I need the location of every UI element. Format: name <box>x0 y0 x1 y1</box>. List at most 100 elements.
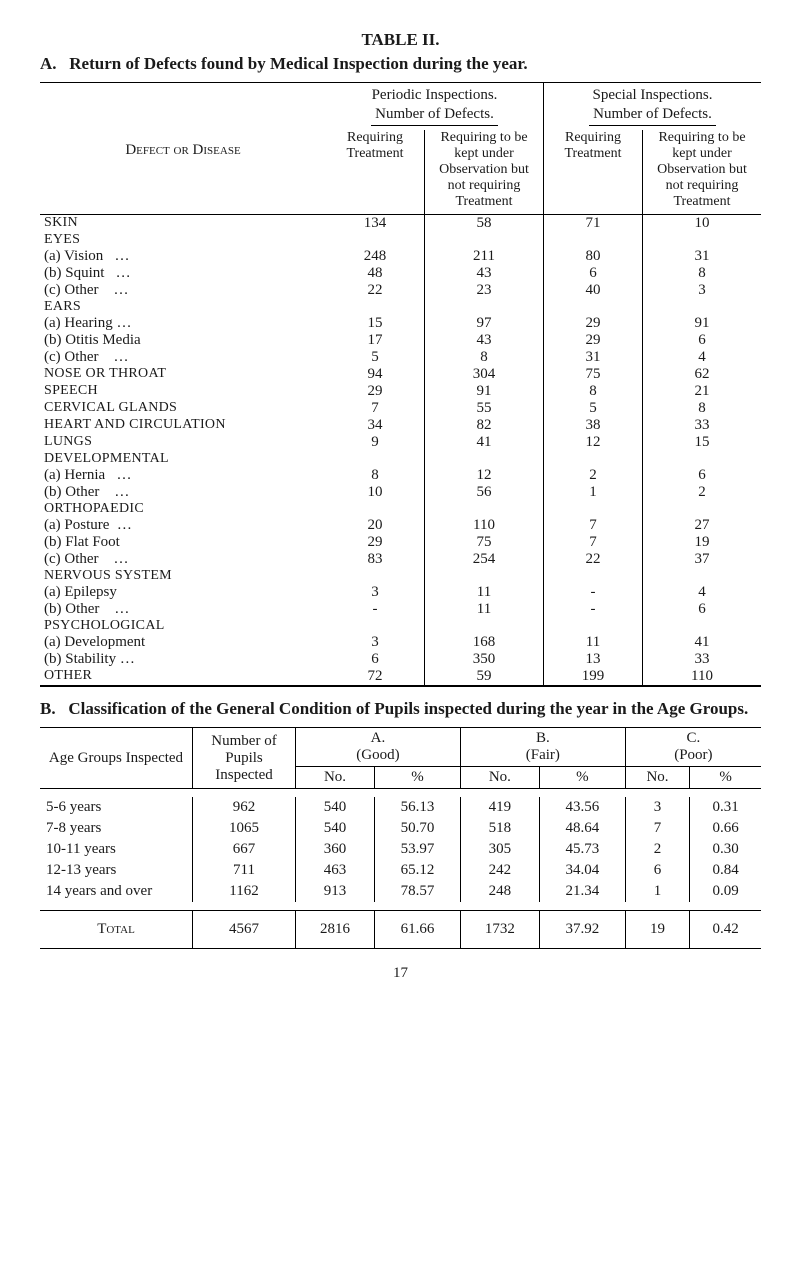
numdef-1: Number of Defects. <box>371 106 498 126</box>
table-cell: 360 <box>296 839 375 860</box>
table-cell: 248 <box>460 881 539 902</box>
table-row-label: (b) Flat Foot <box>40 534 326 551</box>
table-cell: 2 <box>544 467 643 484</box>
table-cell: 58 <box>425 215 544 233</box>
table-cell: 0.42 <box>690 911 761 948</box>
table-cell: 83 <box>326 551 425 568</box>
table-cell: 0.30 <box>690 839 761 860</box>
table-cell: 248 <box>326 248 425 265</box>
table-cell: 27 <box>643 517 762 534</box>
table-cell: 6 <box>643 467 762 484</box>
table-row-label: (a) Development <box>40 634 326 651</box>
table-cell: 80 <box>544 248 643 265</box>
table-cell: 15 <box>326 315 425 332</box>
table-cell: 7 <box>544 534 643 551</box>
table-cell <box>425 299 544 315</box>
table-cell: 62 <box>643 366 762 383</box>
page-number: 17 <box>40 965 761 982</box>
table-row-label: Nervous system <box>40 568 326 584</box>
table-cell: 6 <box>643 601 762 618</box>
table-cell: 4 <box>643 584 762 601</box>
table-cell: 1162 <box>193 881 296 902</box>
table-cell: 65.12 <box>375 860 461 881</box>
table-cell: 3 <box>326 584 425 601</box>
table-cell: 53.97 <box>375 839 461 860</box>
table-cell: 5 <box>544 400 643 417</box>
table-row-label: (a) Vision … <box>40 248 326 265</box>
table-row-label: Eyes <box>40 232 326 248</box>
table-cell <box>544 451 643 467</box>
table-cell <box>326 618 425 634</box>
table-cell: 15 <box>643 434 762 451</box>
table-cell: 3 <box>625 797 689 818</box>
table-row-label: 5-6 years <box>40 797 193 818</box>
table-cell <box>643 299 762 315</box>
table-cell <box>544 568 643 584</box>
table-cell: 48 <box>326 265 425 282</box>
table-cell: 41 <box>643 634 762 651</box>
table-cell: 2 <box>643 484 762 501</box>
table-cell: 31 <box>544 349 643 366</box>
group-c: C. (Poor) <box>625 728 761 767</box>
b-pct: % <box>539 767 625 789</box>
section-a-heading: A. Return of Defects found by Medical In… <box>40 54 761 74</box>
table-cell <box>544 501 643 517</box>
c-no: No. <box>625 767 689 789</box>
table-cell <box>643 232 762 248</box>
table-cell: 540 <box>296 818 375 839</box>
table-row-label: (c) Other … <box>40 551 326 568</box>
s-req-obs: Requiring to be kept under Observation b… <box>643 130 762 215</box>
table-cell: 0.31 <box>690 797 761 818</box>
table-cell: 913 <box>296 881 375 902</box>
table-cell: 11 <box>425 601 544 618</box>
special-head: Special Inspections. <box>544 83 762 104</box>
table-cell: 59 <box>425 668 544 686</box>
table-row-label: (b) Stability … <box>40 651 326 668</box>
table-cell: 9 <box>326 434 425 451</box>
table-cell: 3 <box>326 634 425 651</box>
col-num: Number of Pupils Inspected <box>193 728 296 789</box>
table-row-label: Heart and Circulation <box>40 417 326 434</box>
table-cell: 61.66 <box>375 911 461 948</box>
table-cell: 23 <box>425 282 544 299</box>
table-row-label: Nose or Throat <box>40 366 326 383</box>
table-cell: 8 <box>643 400 762 417</box>
table-cell: 20 <box>326 517 425 534</box>
table-cell: 94 <box>326 366 425 383</box>
table-cell <box>425 501 544 517</box>
table-cell: 168 <box>425 634 544 651</box>
table-row-label: (c) Other … <box>40 349 326 366</box>
table-cell: 43 <box>425 332 544 349</box>
table-cell: 33 <box>643 417 762 434</box>
numdef-2: Number of Defects. <box>589 106 716 126</box>
table-cell: 29 <box>326 534 425 551</box>
table-cell: 21 <box>643 383 762 400</box>
table-cell: 12 <box>425 467 544 484</box>
table-cell: 34 <box>326 417 425 434</box>
table-row-label: Ears <box>40 299 326 315</box>
section-b-text: Classification of the General Condition … <box>68 699 748 718</box>
table-cell: 13 <box>544 651 643 668</box>
table-row-label: Speech <box>40 383 326 400</box>
table-cell <box>425 568 544 584</box>
table-cell: 29 <box>544 315 643 332</box>
table-cell: 38 <box>544 417 643 434</box>
table-cell <box>425 451 544 467</box>
table-cell: 97 <box>425 315 544 332</box>
table-cell: 19 <box>625 911 689 948</box>
group-b: B. (Fair) <box>460 728 625 767</box>
table-cell: 29 <box>544 332 643 349</box>
table-cell: 43.56 <box>539 797 625 818</box>
table-cell: 78.57 <box>375 881 461 902</box>
table-row-label: Skin <box>40 215 326 233</box>
table-cell: 29 <box>326 383 425 400</box>
table-cell: 71 <box>544 215 643 233</box>
table-cell: 199 <box>544 668 643 686</box>
table-cell <box>425 232 544 248</box>
table-cell: 91 <box>643 315 762 332</box>
table-cell: 7 <box>326 400 425 417</box>
table-cell <box>643 451 762 467</box>
table-cell: 110 <box>425 517 544 534</box>
table-cell: 17 <box>326 332 425 349</box>
table-cell: 11 <box>425 584 544 601</box>
